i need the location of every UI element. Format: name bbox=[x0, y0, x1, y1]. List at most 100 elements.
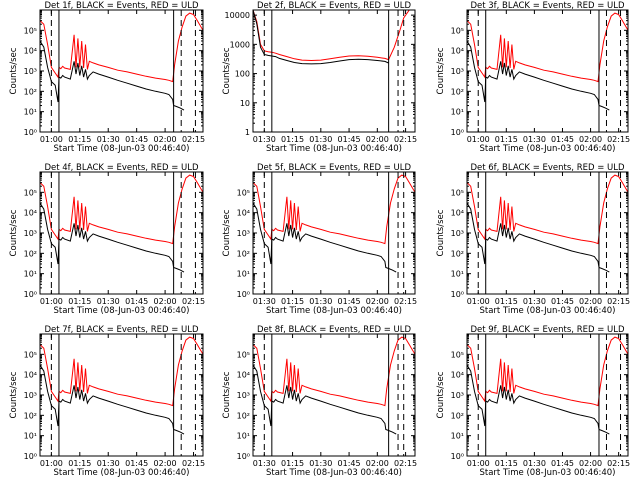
y-tick-label: 10³ bbox=[451, 229, 464, 238]
x-tick-label: 02:15 bbox=[607, 459, 630, 468]
y-tick-label: 10³ bbox=[24, 67, 37, 76]
x-axis-label: Start Time (08-Jun-03 00:46:40) bbox=[480, 306, 616, 316]
x-tick-label: 02:15 bbox=[607, 297, 630, 306]
panel-title: Det 5f, BLACK = Events, RED = ULD bbox=[257, 163, 412, 173]
x-tick-label: 01:00 bbox=[40, 297, 63, 306]
x-axis-label: Start Time (08-Jun-03 00:46:40) bbox=[266, 306, 402, 316]
x-tick-label: 01:45 bbox=[338, 135, 361, 144]
x-axis-label: Start Time (08-Jun-03 00:46:40) bbox=[54, 306, 190, 316]
series-events-line bbox=[467, 202, 610, 273]
series-events-line bbox=[40, 202, 185, 273]
y-tick-label: 10¹ bbox=[24, 270, 37, 279]
x-tick-label: 01:30 bbox=[253, 135, 276, 144]
x-tick-label: 01:30 bbox=[309, 135, 332, 144]
x-tick-label: 01:45 bbox=[551, 135, 574, 144]
x-axis-label: Start Time (08-Jun-03 00:46:40) bbox=[480, 468, 616, 478]
x-tick-label: 01:45 bbox=[551, 297, 574, 306]
x-tick-label: 01:30 bbox=[523, 297, 546, 306]
y-tick-label: 10⁵ bbox=[237, 188, 250, 197]
x-tick-label: 01:15 bbox=[68, 135, 91, 144]
x-tick-label: 01:30 bbox=[309, 297, 332, 306]
panel-det-6: 10⁰ 10¹ 10² 10³ 10⁴ 10⁵ 01:00 01:15 01:30 01:45 02… bbox=[436, 163, 630, 316]
y-tick-label: 10⁴ bbox=[451, 209, 464, 218]
x-tick-label: 01:45 bbox=[338, 297, 361, 306]
x-tick-label: 01:30 bbox=[97, 297, 120, 306]
y-tick-label: 10⁴ bbox=[451, 371, 464, 380]
x-tick-label: 02:00 bbox=[154, 297, 177, 306]
y-tick-label: 10⁵ bbox=[237, 350, 250, 359]
y-tick-label: 10⁰ bbox=[24, 452, 37, 461]
y-tick-label: 1000 bbox=[230, 40, 250, 49]
panel-title: Det 9f, BLACK = Events, RED = ULD bbox=[470, 325, 625, 335]
y-tick-label: 10³ bbox=[237, 229, 250, 238]
y-tick-label: 10² bbox=[237, 249, 250, 258]
y-tick-label: 10⁴ bbox=[451, 47, 464, 56]
y-tick-label: 10⁰ bbox=[451, 128, 464, 137]
panel-title: Det 2f, BLACK = Events, RED = ULD bbox=[257, 1, 412, 11]
x-tick-label: 01:00 bbox=[467, 135, 490, 144]
y-tick-label: 10⁰ bbox=[24, 128, 37, 137]
y-tick-label: 10³ bbox=[451, 67, 464, 76]
y-tick-label: 100 bbox=[235, 70, 250, 79]
x-tick-label: 01:15 bbox=[281, 297, 304, 306]
panel-title: Det 8f, BLACK = Events, RED = ULD bbox=[257, 325, 412, 335]
y-tick-label: 10¹ bbox=[451, 432, 464, 441]
x-tick-label: 01:15 bbox=[281, 459, 304, 468]
y-tick-label: 1 bbox=[245, 128, 250, 137]
x-tick-label: 01:15 bbox=[281, 135, 304, 144]
panel-title: Det 3f, BLACK = Events, RED = ULD bbox=[470, 1, 625, 11]
x-tick-label: 02:00 bbox=[579, 297, 602, 306]
series-uld-line bbox=[40, 12, 203, 83]
x-tick-label: 02:00 bbox=[366, 459, 389, 468]
y-tick-label: 10¹ bbox=[451, 270, 464, 279]
panel-det-3: 10⁰ 10¹ 10² 10³ 10⁴ 10⁵ 01:00 01:15 01:30 01:45 02… bbox=[436, 1, 630, 154]
x-tick-label: 01:15 bbox=[495, 135, 518, 144]
panel-det-9: 10⁰ 10¹ 10² 10³ 10⁴ 10⁵ 01:00 01:15 01:30 01:45 02… bbox=[436, 325, 630, 478]
series-events-line bbox=[253, 202, 397, 273]
x-tick-label: 01:00 bbox=[467, 459, 490, 468]
y-tick-label: 10² bbox=[24, 87, 37, 96]
y-tick-label: 10³ bbox=[237, 391, 250, 400]
y-tick-label: 10² bbox=[451, 411, 464, 420]
y-axis-label: Counts/sec bbox=[436, 47, 446, 94]
x-tick-label: 01:30 bbox=[253, 459, 276, 468]
series-uld-line bbox=[467, 174, 628, 245]
y-tick-label: 10⁰ bbox=[237, 452, 250, 461]
y-tick-label: 10² bbox=[451, 249, 464, 258]
y-axis-label: Counts/sec bbox=[436, 209, 446, 256]
x-tick-label: 01:15 bbox=[68, 459, 91, 468]
x-tick-label: 01:30 bbox=[97, 135, 120, 144]
panel-title: Det 7f, BLACK = Events, RED = ULD bbox=[44, 325, 199, 335]
x-tick-label: 02:15 bbox=[182, 135, 205, 144]
x-axis-label: Start Time (08-Jun-03 00:46:40) bbox=[266, 144, 402, 154]
y-tick-label: 10⁵ bbox=[24, 26, 37, 35]
x-tick-label: 01:30 bbox=[309, 459, 332, 468]
x-tick-label: 02:00 bbox=[154, 135, 177, 144]
x-tick-label: 02:15 bbox=[607, 135, 630, 144]
x-tick-label: 01:45 bbox=[125, 297, 148, 306]
y-tick-label: 10⁴ bbox=[24, 371, 37, 380]
y-tick-label: 10² bbox=[24, 249, 37, 258]
series-events-line bbox=[40, 40, 185, 111]
series-events-line bbox=[253, 10, 389, 65]
x-tick-label: 01:30 bbox=[523, 459, 546, 468]
y-tick-label: 10² bbox=[24, 411, 37, 420]
series-events-line bbox=[467, 40, 610, 111]
x-tick-label: 01:00 bbox=[40, 459, 63, 468]
x-tick-label: 02:15 bbox=[182, 459, 205, 468]
series-events-line bbox=[40, 364, 185, 435]
x-axis-label: Start Time (08-Jun-03 00:46:40) bbox=[54, 468, 190, 478]
panel-det-5: 10⁰ 10¹ 10² 10³ 10⁴ 10⁵ 01:30 01:15 01:30 01:45 02… bbox=[222, 163, 417, 316]
x-tick-label: 01:00 bbox=[40, 135, 63, 144]
y-tick-label: 10² bbox=[237, 411, 250, 420]
y-tick-label: 10¹ bbox=[237, 432, 250, 441]
y-tick-label: 10 bbox=[240, 99, 250, 108]
y-tick-label: 10³ bbox=[24, 229, 37, 238]
panel-det-4: 10⁰ 10¹ 10² 10³ 10⁴ 10⁵ 01:00 01:15 01:30 01:45 02… bbox=[9, 163, 205, 316]
series-uld-line bbox=[467, 12, 628, 83]
y-tick-label: 10² bbox=[451, 87, 464, 96]
x-tick-label: 02:15 bbox=[394, 459, 417, 468]
y-axis-label: Counts/sec bbox=[222, 371, 232, 418]
y-tick-label: 10⁴ bbox=[237, 209, 250, 218]
